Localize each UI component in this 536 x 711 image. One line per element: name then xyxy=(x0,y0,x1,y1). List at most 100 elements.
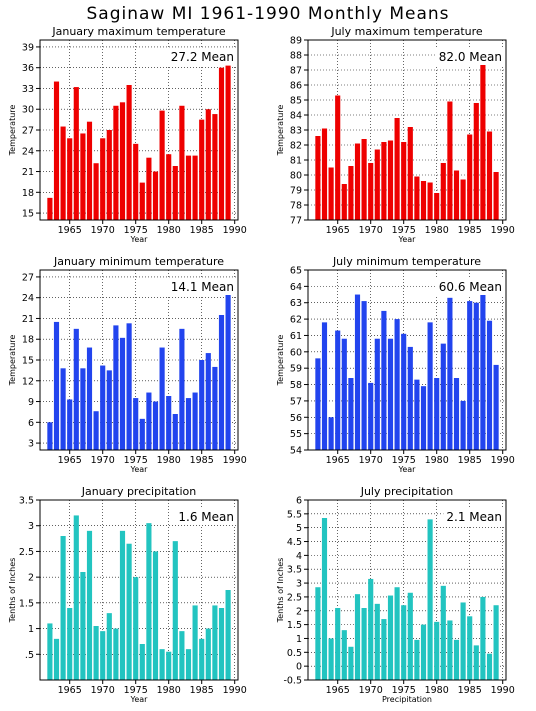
bar-1988 xyxy=(218,608,225,680)
bar-1970 xyxy=(368,382,374,450)
y-tick-label: 30 xyxy=(22,105,34,116)
bar-1987 xyxy=(480,58,486,220)
bar-1972 xyxy=(381,142,387,220)
bar-1975 xyxy=(401,142,407,220)
x-tick-label: 1965 xyxy=(58,455,82,466)
x-tick-label: 1985 xyxy=(190,225,214,236)
x-tick-label: 1980 xyxy=(425,225,449,236)
bar-1974 xyxy=(394,587,400,680)
y-tick-label: 87 xyxy=(290,66,302,77)
bar-1969 xyxy=(93,626,99,680)
chart-title: January minimum temperature xyxy=(53,255,224,268)
bar-1969 xyxy=(361,301,367,450)
bar-1981 xyxy=(172,166,178,220)
y-tick-label: 82 xyxy=(290,141,302,152)
y-tick-label: 59 xyxy=(290,364,302,375)
bar-1976 xyxy=(407,127,413,220)
bar-1978 xyxy=(152,551,159,680)
bar-1978 xyxy=(420,624,427,680)
y-tick-label: 64 xyxy=(290,282,302,293)
bar-1976 xyxy=(139,418,145,450)
bar-1967 xyxy=(348,166,354,220)
y-tick-label: 5.5 xyxy=(287,509,302,520)
bar-1969 xyxy=(93,163,99,220)
bar-1966 xyxy=(73,328,79,450)
y-tick-label: 1 xyxy=(296,634,302,645)
bar-1965 xyxy=(67,608,73,680)
y-tick-label: 27 xyxy=(22,126,34,137)
bar-1967 xyxy=(80,368,86,450)
y-tick-label: 3 xyxy=(28,439,34,450)
bar-1981 xyxy=(440,343,446,450)
y-tick-label: 54 xyxy=(290,446,302,457)
bar-1965 xyxy=(335,95,341,220)
bar-1979 xyxy=(159,110,165,220)
bar-1988 xyxy=(486,653,493,680)
mean-label-background xyxy=(435,279,504,295)
y-axis-label: Temperature xyxy=(8,335,17,387)
mean-label-background xyxy=(167,279,236,295)
x-tick-label: 1975 xyxy=(392,225,416,236)
chart-july-minimum-temperature: July minimum temperature 54 55 56 57 58 59 60 61… xyxy=(276,255,515,474)
y-tick-label: -0.5 xyxy=(283,676,302,687)
bar-1968 xyxy=(354,143,361,220)
y-tick-label: 6 xyxy=(296,496,302,507)
y-tick-label: .5 xyxy=(25,650,34,661)
chart-title: July maximum temperature xyxy=(330,25,483,38)
y-tick-label: 0.5 xyxy=(287,648,302,659)
x-axis-label: Year xyxy=(130,465,149,474)
x-tick-label: 1985 xyxy=(190,455,214,466)
y-tick-label: 18 xyxy=(22,335,34,346)
y-tick-label: 4 xyxy=(296,551,302,562)
mean-label: 2.1 Mean xyxy=(446,510,502,524)
x-tick-label: 1985 xyxy=(458,455,482,466)
bar-1963 xyxy=(321,322,328,450)
bar-1984 xyxy=(460,400,466,450)
y-tick-label: 63 xyxy=(290,298,302,309)
bar-1968 xyxy=(86,121,93,220)
y-tick-label: 79 xyxy=(290,186,302,197)
bar-1965 xyxy=(335,608,341,680)
bar-1963 xyxy=(53,638,60,680)
mean-label-background xyxy=(175,509,236,525)
y-tick-label: 36 xyxy=(22,63,34,74)
bar-1983 xyxy=(453,639,460,680)
mean-label: 60.6 Mean xyxy=(439,280,502,294)
bar-1962 xyxy=(47,623,53,680)
bar-1989 xyxy=(493,605,499,680)
bar-1968 xyxy=(86,530,93,680)
bar-1963 xyxy=(321,518,328,680)
bar-1983 xyxy=(453,170,460,220)
bar-1971 xyxy=(106,130,112,220)
y-tick-label: 77 xyxy=(290,216,302,227)
chart-january-maximum-temperature: January maximum temperature 15 18 21 24 27 30 3… xyxy=(8,25,247,244)
y-tick-label: 86 xyxy=(290,81,302,92)
mean-label-background xyxy=(443,509,504,525)
bar-1980 xyxy=(166,154,172,220)
grid xyxy=(40,500,238,680)
bar-1979 xyxy=(427,182,433,220)
bar-1966 xyxy=(341,630,347,680)
bar-1968 xyxy=(86,347,93,450)
x-axis-label: Year xyxy=(130,235,149,244)
bar-1970 xyxy=(368,578,374,680)
bar-1965 xyxy=(67,399,73,450)
x-tick-label: 1970 xyxy=(359,225,383,236)
chart-title: January precipitation xyxy=(81,485,197,498)
bar-1972 xyxy=(381,310,387,450)
bar-1982 xyxy=(179,631,185,680)
bar-1985 xyxy=(467,301,473,450)
bar-1974 xyxy=(126,323,132,450)
bar-1988 xyxy=(218,67,225,220)
y-tick-label: 0 xyxy=(296,662,302,673)
bar-1979 xyxy=(427,322,433,450)
plot-frame xyxy=(307,269,507,451)
bar-1964 xyxy=(328,638,334,680)
bar-1986 xyxy=(205,628,211,680)
page-title: Saginaw MI 1961-1990 Monthly Means xyxy=(86,4,450,24)
y-tick-label: 61 xyxy=(290,331,302,342)
y-tick-label: 2 xyxy=(296,606,302,617)
bar-1966 xyxy=(73,87,79,220)
bar-1969 xyxy=(361,608,367,680)
mean-label: 1.6 Mean xyxy=(178,510,234,524)
